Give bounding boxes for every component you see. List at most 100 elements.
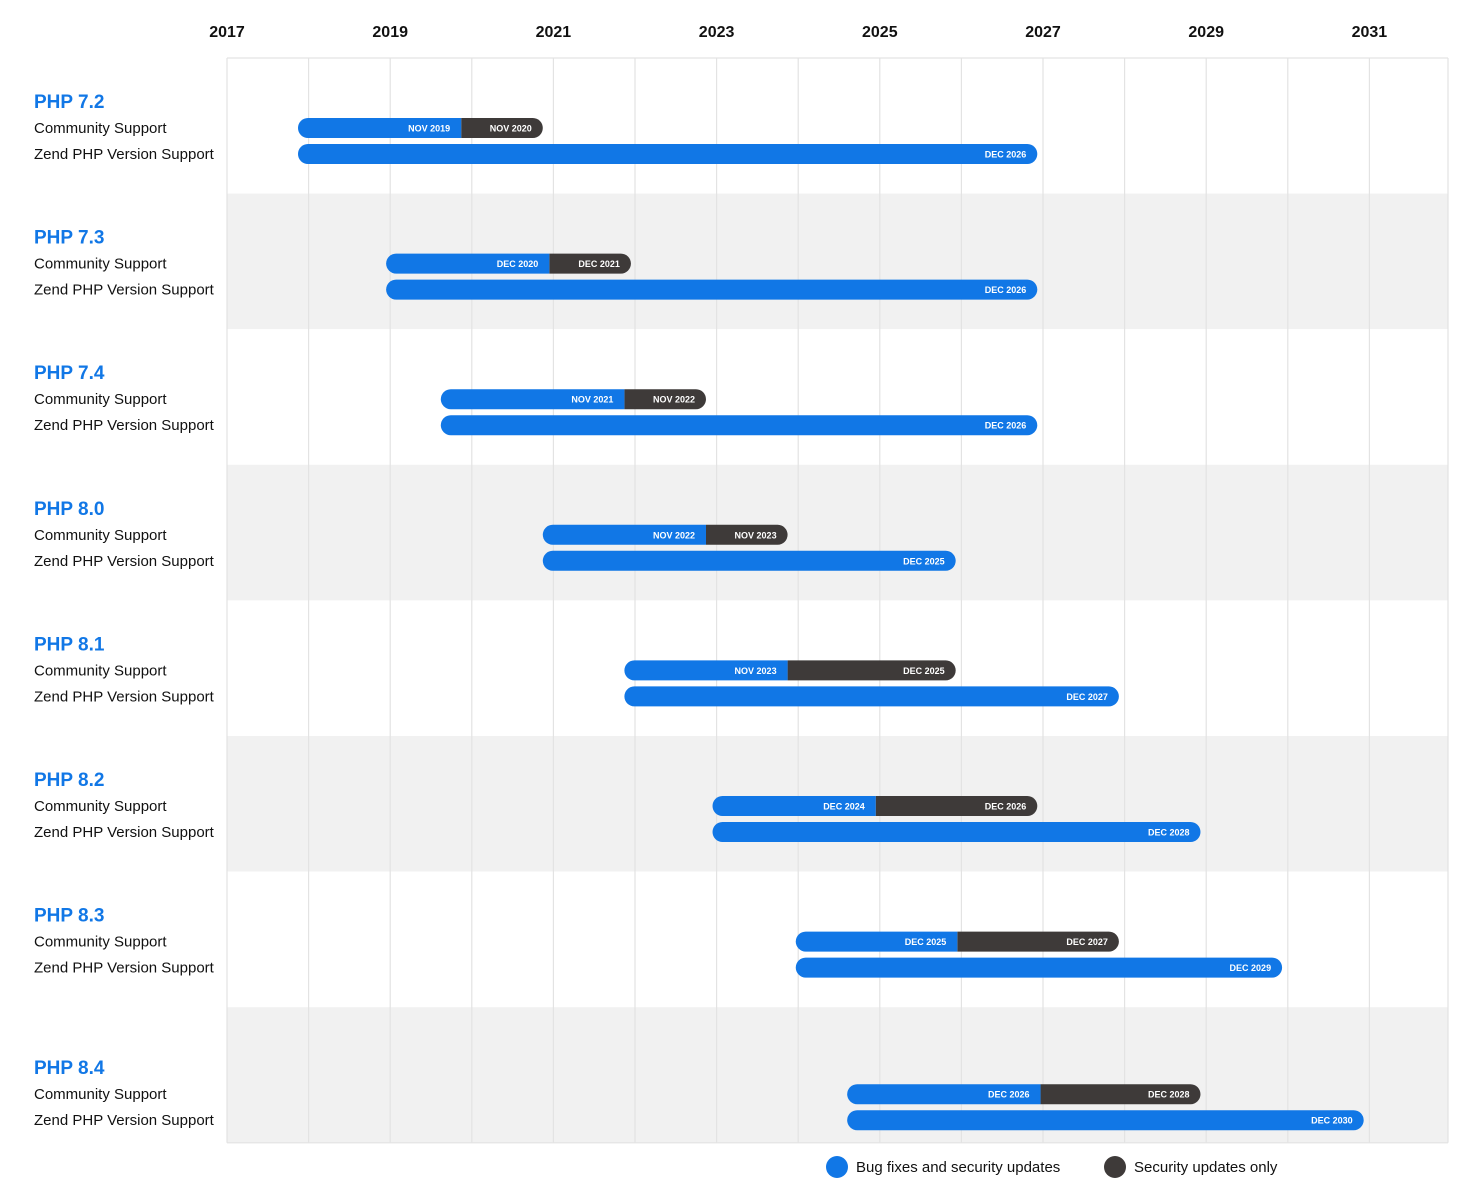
year-label: 2021: [536, 24, 572, 41]
security-end-label: DEC 2025: [903, 666, 945, 676]
security-end-label: DEC 2021: [578, 259, 620, 269]
version-row-php-7-2: PHP 7.2 Community Support Zend PHP Version…: [34, 92, 1038, 164]
bug-fix-bar: [297, 118, 462, 138]
bug-fix-end-label: DEC 2020: [497, 259, 539, 269]
security-only-bar: [1040, 1084, 1201, 1105]
security-only-bar: [549, 253, 631, 274]
zend-support-label: Zend PHP Version Support: [34, 960, 215, 977]
version-title: PHP 7.3: [34, 228, 104, 249]
security-end-label: NOV 2022: [653, 395, 695, 405]
year-label: 2019: [372, 24, 408, 41]
year-axis: 2017 2019 2021 2023 2025 2027 2029 2031: [209, 24, 1387, 41]
zend-end-label: DEC 2028: [1148, 828, 1190, 838]
row-bands: [227, 58, 1448, 1143]
legend-label: Security updates only: [1134, 1159, 1278, 1176]
bug-fix-bar: [795, 931, 958, 952]
legend-item-bug-fixes-and-security-updates: Bug fixes and security updates: [826, 1156, 1060, 1178]
bug-fix-end-label: NOV 2022: [653, 530, 695, 540]
security-end-label: NOV 2023: [735, 530, 777, 540]
version-title: PHP 8.4: [34, 1058, 105, 1079]
zend-end-label: DEC 2026: [985, 285, 1027, 295]
version-row-php-8-3: PHP 8.3 Community Support Zend PHP Version…: [34, 906, 1283, 978]
security-end-label: DEC 2028: [1148, 1090, 1190, 1100]
version-title: PHP 8.1: [34, 634, 105, 655]
row-band: [227, 464, 1448, 601]
bug-fix-end-label: NOV 2023: [735, 666, 777, 676]
version-row-php-8-4: PHP 8.4 Community Support Zend PHP Version…: [34, 1058, 1364, 1131]
security-end-label: DEC 2026: [985, 802, 1027, 812]
zend-support-label: Zend PHP Version Support: [34, 824, 215, 841]
zend-support-label: Zend PHP Version Support: [34, 282, 215, 299]
version-title: PHP 7.2: [34, 92, 104, 113]
security-only-bar: [624, 389, 706, 410]
security-only-bar: [461, 118, 543, 138]
version-row-php-7-3: PHP 7.3 Community Support Zend PHP Version…: [34, 228, 1038, 300]
zend-support-bar: [542, 550, 956, 571]
year-label: 2025: [862, 24, 898, 41]
bug-fix-end-label: DEC 2025: [905, 937, 947, 947]
zend-support-label: Zend PHP Version Support: [34, 1112, 215, 1129]
security-end-label: NOV 2020: [490, 124, 532, 134]
bug-fix-bar: [847, 1084, 1041, 1105]
year-label: 2029: [1188, 24, 1224, 41]
security-only-bar: [957, 931, 1119, 952]
zend-support-bar: [712, 822, 1201, 842]
community-support-label: Community Support: [34, 256, 167, 273]
zend-support-label: Zend PHP Version Support: [34, 553, 215, 570]
version-title: PHP 8.0: [34, 499, 104, 520]
zend-end-label: DEC 2027: [1066, 692, 1108, 702]
zend-end-label: DEC 2029: [1230, 963, 1272, 973]
bug-fix-end-label: DEC 2026: [988, 1090, 1030, 1100]
bug-fix-bar: [386, 253, 550, 274]
year-label: 2023: [699, 24, 735, 41]
zend-support-label: Zend PHP Version Support: [34, 146, 215, 163]
version-row-php-8-1: PHP 8.1 Community Support Zend PHP Version…: [34, 634, 1119, 707]
legend-label: Bug fixes and security updates: [856, 1159, 1060, 1176]
community-support-label: Community Support: [34, 527, 167, 544]
zend-support-bar: [297, 144, 1038, 164]
version-row-php-8-0: PHP 8.0 Community Support Zend PHP Version…: [34, 499, 956, 571]
community-support-label: Community Support: [34, 120, 167, 137]
year-label: 2017: [209, 24, 245, 41]
bug-fix-end-label: NOV 2021: [571, 395, 613, 405]
legend-item-security-updates-only: Security updates only: [1104, 1156, 1278, 1178]
community-support-label: Community Support: [34, 662, 167, 679]
zend-support-bar: [847, 1110, 1364, 1131]
security-end-label: DEC 2027: [1066, 937, 1108, 947]
bug-fix-bar: [712, 796, 876, 816]
zend-support-bar: [795, 957, 1283, 978]
security-only-bar: [875, 796, 1038, 816]
legend-swatch: [1104, 1156, 1126, 1178]
bug-fix-end-label: NOV 2019: [408, 124, 450, 134]
version-title: PHP 7.4: [34, 363, 105, 384]
bug-fix-end-label: DEC 2024: [823, 802, 865, 812]
bug-fix-bar: [624, 660, 788, 681]
version-row-php-8-2: PHP 8.2 Community Support Zend PHP Version…: [34, 770, 1201, 842]
zend-support-label: Zend PHP Version Support: [34, 688, 215, 705]
version-title: PHP 8.2: [34, 770, 104, 791]
community-support-label: Community Support: [34, 798, 167, 815]
zend-support-bar: [624, 686, 1119, 707]
community-support-label: Community Support: [34, 934, 167, 951]
version-rows: PHP 7.2 Community Support Zend PHP Version…: [34, 92, 1364, 1131]
zend-end-label: DEC 2030: [1311, 1116, 1353, 1126]
bug-fix-bar: [542, 524, 706, 545]
version-row-php-7-4: PHP 7.4 Community Support Zend PHP Version…: [34, 363, 1038, 436]
bug-fix-bar: [440, 389, 625, 410]
row-band: [227, 329, 1448, 465]
zend-support-bar: [386, 279, 1038, 300]
zend-support-bar: [440, 415, 1038, 436]
zend-end-label: DEC 2025: [903, 556, 945, 566]
legend-swatch: [826, 1156, 848, 1178]
year-label: 2027: [1025, 24, 1061, 41]
zend-end-label: DEC 2026: [985, 421, 1027, 431]
year-label: 2031: [1352, 24, 1388, 41]
community-support-label: Community Support: [34, 391, 167, 408]
legend: Bug fixes and security updates Security u…: [826, 1156, 1278, 1178]
community-support-label: Community Support: [34, 1086, 167, 1103]
security-only-bar: [787, 660, 956, 681]
security-only-bar: [705, 524, 788, 545]
zend-support-label: Zend PHP Version Support: [34, 417, 215, 434]
zend-end-label: DEC 2026: [985, 150, 1027, 160]
